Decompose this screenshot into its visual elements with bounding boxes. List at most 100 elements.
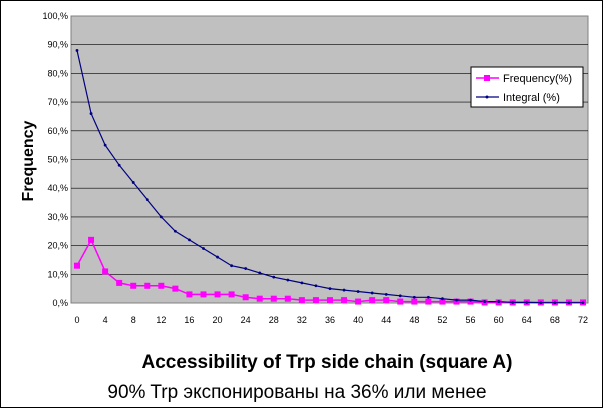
integral-point (117, 163, 121, 167)
integral-point (145, 198, 149, 202)
frequency-point (102, 268, 109, 275)
frequency-point (453, 298, 460, 305)
frequency-point (74, 262, 80, 269)
legend: Frequency(%) Integral (%) (470, 66, 584, 108)
x-tick-label: 52 (437, 315, 447, 325)
y-tick-label: 100,% (42, 11, 68, 21)
integral-point (314, 284, 318, 288)
x-tick-label: 0 (74, 315, 79, 325)
integral-point (342, 288, 346, 292)
y-tick-label: 20,% (47, 241, 68, 251)
integral-point (216, 255, 219, 259)
x-tick-label: 28 (269, 315, 279, 325)
frequency-point (256, 295, 263, 302)
frequency-point (228, 291, 235, 298)
integral-point (230, 264, 234, 268)
x-tick-label: 12 (156, 315, 166, 325)
frequency-point (214, 291, 221, 298)
integral-point (103, 143, 107, 147)
x-tick-labels: 0 4 8 12 16 20 24 28 32 36 40 44 48 52 56 60 64 68 72 (74, 315, 588, 325)
frequency-point (439, 298, 446, 305)
frequency-point (88, 236, 95, 243)
x-tick-label: 60 (494, 315, 504, 325)
y-tick-label: 80,% (47, 68, 68, 78)
integral-point (553, 301, 557, 305)
integral-point (483, 300, 487, 303)
legend-box (470, 66, 584, 108)
frequency-point (383, 297, 390, 304)
frequency-point (355, 298, 362, 305)
integral-point (272, 275, 276, 279)
integral-point (441, 297, 444, 301)
integral-point (525, 301, 529, 304)
integral-point (89, 112, 93, 115)
integral-point (581, 301, 585, 305)
x-tick-label: 64 (522, 315, 532, 325)
y-tick-label: 40,% (47, 183, 68, 193)
frequency-point (397, 298, 404, 305)
frequency-point (284, 295, 291, 302)
legend-integral-marker (485, 95, 489, 99)
legend-frequency-marker (484, 75, 490, 81)
frequency-point (411, 298, 418, 305)
integral-point (173, 229, 177, 233)
frequency-point (242, 294, 249, 301)
x-tick-label: 56 (466, 315, 476, 325)
chart-subtitle: 90% Trp экспонированы на 36% или менее (107, 382, 486, 403)
x-tick-label: 20 (213, 315, 223, 325)
y-tick-label: 60,% (47, 126, 68, 136)
integral-point (258, 271, 262, 275)
integral-point (412, 295, 416, 299)
y-tick-label: 10,% (47, 269, 68, 279)
frequency-point (369, 297, 376, 304)
integral-point (455, 298, 458, 302)
y-axis-label: Frequency (20, 120, 37, 201)
x-tick-label: 72 (578, 315, 588, 325)
x-tick-label: 48 (409, 315, 419, 325)
integral-point (497, 300, 501, 303)
integral-point (286, 278, 290, 282)
x-tick-label: 4 (103, 315, 108, 325)
integral-point (188, 238, 191, 242)
integral-point (426, 295, 430, 299)
x-axis-label: Accessibility of Trp side chain (square … (142, 352, 513, 373)
frequency-point (158, 282, 165, 289)
integral-point (300, 281, 304, 285)
frequency-point (327, 297, 333, 304)
frequency-point (200, 291, 207, 298)
integral-point (202, 247, 205, 250)
x-tick-label: 36 (325, 315, 335, 325)
integral-point (159, 215, 163, 219)
x-tick-label: 40 (353, 315, 363, 325)
frequency-point (467, 298, 474, 305)
integral-point (328, 287, 332, 291)
frequency-point (144, 282, 151, 289)
integral-point (539, 301, 543, 305)
y-tick-label: 90,% (47, 40, 68, 50)
integral-point (370, 291, 374, 295)
legend-integral-label: Integral (%) (503, 92, 560, 104)
integral-point (244, 267, 248, 270)
x-tick-label: 32 (297, 315, 307, 325)
frequency-point (312, 297, 319, 304)
y-tick-labels: 0,% 10,% 20,% 30,% 40,% 50,% 60,% 70,% 80,% 90,% 1… (42, 11, 68, 308)
legend-frequency-label: Frequency(%) (503, 73, 572, 85)
x-tick-label: 44 (381, 315, 391, 325)
series-layer (74, 49, 586, 306)
y-tick-label: 0,% (52, 298, 68, 308)
integral-point (398, 294, 402, 298)
frequency-point (341, 297, 348, 304)
integral-point (469, 298, 472, 302)
y-tick-label: 50,% (47, 155, 68, 165)
integral-point (131, 181, 135, 184)
frequency-point (298, 297, 305, 304)
integral-point (356, 290, 360, 293)
frequency-point (186, 291, 193, 298)
x-tick-label: 68 (550, 315, 560, 325)
integral-point (567, 301, 571, 305)
frequency-point (116, 279, 123, 286)
x-tick-label: 8 (131, 315, 136, 325)
frequency-point (270, 295, 277, 302)
